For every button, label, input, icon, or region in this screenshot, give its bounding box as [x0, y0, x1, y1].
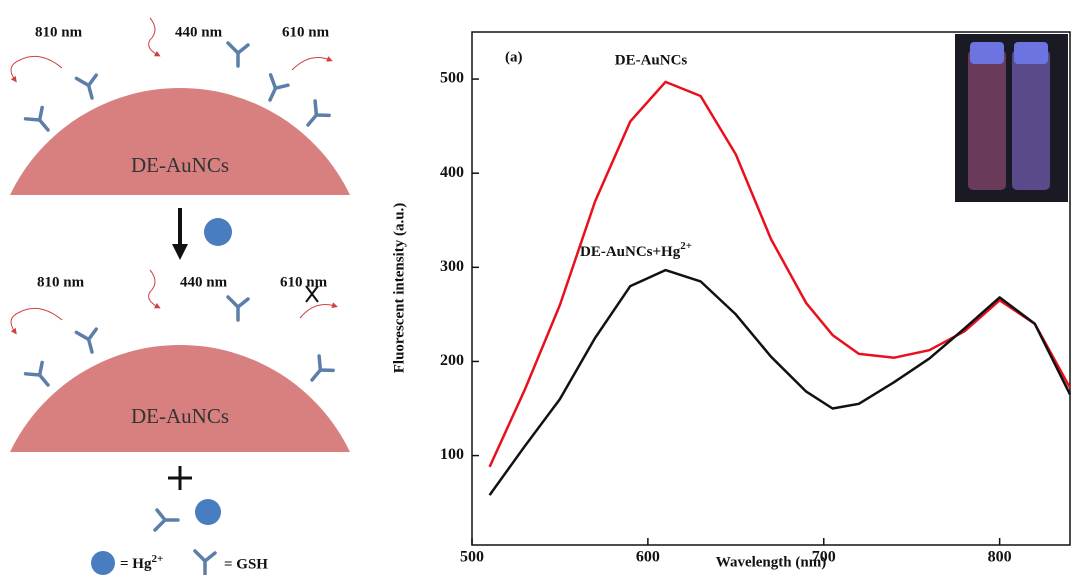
x-tick-label: 500 [460, 549, 484, 566]
inset-photo [955, 34, 1068, 202]
label: 440 nm [175, 24, 223, 40]
particle [10, 87, 350, 195]
label: 810 nm [37, 274, 85, 290]
key-label: = GSH [224, 556, 268, 572]
x-tick-label: 800 [988, 549, 1012, 566]
hg-ion [204, 218, 232, 246]
x-tick-label: 600 [636, 549, 660, 566]
key-text: = Hg [120, 556, 152, 572]
label: 810 nm [35, 24, 83, 40]
y-tick-label: 500 [440, 70, 464, 87]
plus [168, 466, 192, 490]
label: 440 nm [180, 274, 228, 290]
key-sup: 2+ [151, 553, 163, 565]
key-hg [91, 551, 115, 575]
label: 610 nm [282, 24, 330, 40]
y-axis-label: Fluorescent intensity (a.u.) [391, 203, 407, 374]
panel-label: (a) [505, 49, 523, 65]
y-tick-label: 200 [440, 352, 464, 369]
y-tick-label: 100 [440, 446, 464, 463]
series-name: DE-AuNCs+Hg [580, 244, 681, 260]
series-label: DE-AuNCs [615, 52, 688, 68]
particle [10, 344, 350, 452]
x-axis-label: Wavelength (nm) [716, 554, 826, 570]
complex [195, 499, 221, 525]
cross [305, 285, 319, 303]
particle-label: DE-AuNCs [131, 404, 229, 428]
key-label: = Hg2+ [120, 553, 163, 573]
label: 610 nm [280, 274, 328, 290]
series-label: DE-AuNCs+Hg2+ [580, 240, 692, 261]
series-line [488, 268, 1072, 496]
arrow-head [172, 244, 188, 260]
x-tick-label: 700 [812, 549, 836, 566]
schematic: 810 nm 440 nm 610 nm DE-AuNCs 810 nm 440… [10, 17, 350, 575]
plot-frame [471, 31, 1071, 546]
y-tick-label: 400 [440, 164, 464, 181]
series-line [488, 80, 1072, 468]
series-sup: 2+ [680, 240, 692, 252]
y-tick-label: 300 [440, 258, 464, 275]
particle-label: DE-AuNCs [131, 153, 229, 177]
emission-arrows [10, 17, 338, 335]
